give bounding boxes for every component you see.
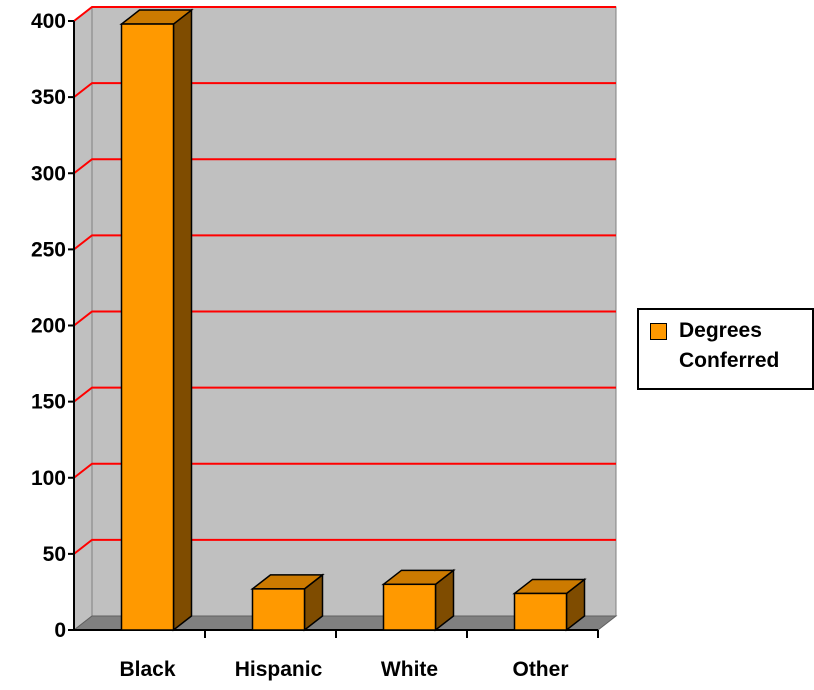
legend: Degrees Conferred (637, 308, 814, 390)
y-tick-label: 400 (31, 10, 66, 33)
y-tick-label: 50 (43, 543, 66, 566)
gridline-100 (73, 462, 616, 479)
x-category-label: Other (512, 658, 568, 681)
y-tick-label: 150 (31, 391, 66, 414)
gridline-300 (73, 158, 616, 175)
y-tick-label: 300 (31, 162, 66, 185)
bar-front (513, 592, 568, 631)
gridline-400 (73, 6, 616, 22)
y-tick-label: 200 (31, 315, 66, 338)
y-tick-label: 100 (31, 467, 66, 490)
gridline-50 (73, 538, 616, 555)
bar-hispanic (250, 573, 325, 632)
legend-label: Degrees Conferred (679, 319, 780, 372)
bar-front (120, 23, 175, 631)
y-tick-label: 0 (54, 619, 66, 642)
x-category-label: Black (119, 658, 175, 681)
x-category-label: White (381, 658, 438, 681)
y-tick-label: 350 (31, 86, 66, 109)
bar-front (251, 588, 306, 631)
gridline-200 (73, 310, 616, 327)
bar-other (512, 577, 587, 632)
gridline-150 (73, 386, 616, 403)
gridline-250 (73, 234, 616, 251)
bar-black (119, 8, 194, 632)
y-tick-label: 250 (31, 238, 66, 261)
bar-side (172, 8, 193, 632)
legend-swatch (650, 323, 667, 340)
bar-white (381, 568, 456, 632)
bar-front (382, 583, 437, 631)
x-category-label: Hispanic (235, 658, 323, 681)
gridline-350 (73, 82, 616, 98)
